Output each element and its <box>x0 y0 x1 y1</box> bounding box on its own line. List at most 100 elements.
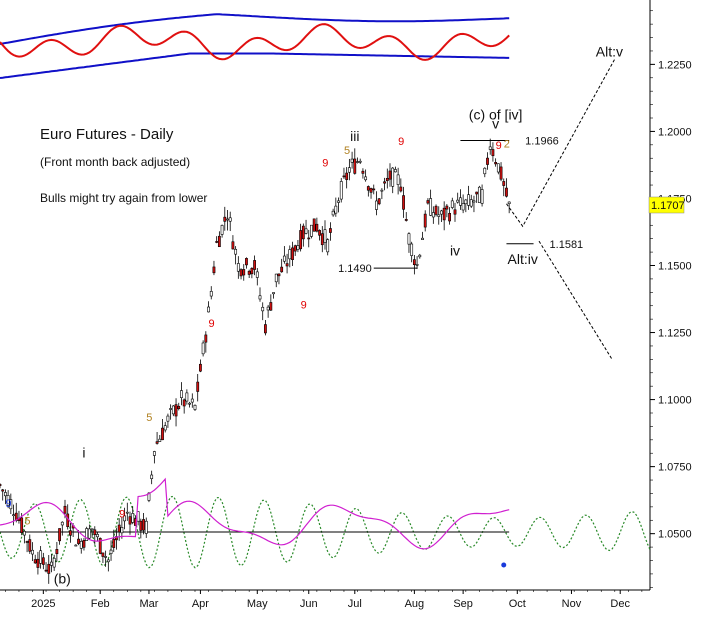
candle-body <box>377 198 381 205</box>
count-mark: 9 <box>119 509 125 521</box>
candle-body <box>491 149 495 157</box>
candle-body <box>182 399 186 407</box>
candle-body <box>477 186 481 203</box>
candle-body <box>106 559 110 563</box>
candle-body <box>383 181 386 184</box>
candle-body <box>31 549 34 555</box>
wave-label: (b) <box>54 570 71 586</box>
candle-body <box>123 515 126 522</box>
candle-body <box>258 295 262 300</box>
candle-body <box>350 158 354 163</box>
candle-body <box>507 201 511 205</box>
candle-body <box>353 158 357 174</box>
candle-body <box>404 219 408 221</box>
candle-body <box>0 484 2 486</box>
x-tick-label: Dec <box>610 598 630 610</box>
x-tick-label: Jun <box>300 598 318 610</box>
candle-body <box>285 263 289 267</box>
candle-body <box>193 404 197 410</box>
candle-body <box>28 539 32 552</box>
wave-label: iv <box>450 243 460 259</box>
candle-body <box>90 528 94 531</box>
candle-body <box>63 505 67 514</box>
candle-body <box>469 199 473 207</box>
candle-body <box>44 569 48 572</box>
y-tick-label: 1.2250 <box>658 59 692 71</box>
count-mark: 5 <box>146 412 152 424</box>
candle-body <box>310 224 313 237</box>
candle-body <box>475 191 479 195</box>
candle-body <box>418 254 422 258</box>
candle-body <box>212 266 216 274</box>
candle-body <box>58 528 61 542</box>
candle-body <box>345 172 349 180</box>
candle-body <box>169 408 173 410</box>
candle-body <box>453 209 457 215</box>
candle-body <box>117 524 121 533</box>
candle-body <box>464 199 468 205</box>
count-mark: 9 <box>301 299 307 311</box>
candle-body <box>486 157 489 165</box>
candle-body <box>264 324 267 334</box>
candle-body <box>450 200 454 208</box>
last-price-label: 1.1707 <box>651 200 685 212</box>
candle-body <box>410 243 414 256</box>
candle-body <box>358 160 362 163</box>
candle-body <box>201 342 205 355</box>
y-tick-label: 1.1250 <box>658 328 692 340</box>
candle-body <box>421 237 424 240</box>
candle-body <box>461 203 465 211</box>
candle-body <box>364 176 368 181</box>
candle-body <box>139 520 143 531</box>
candle-body <box>77 538 80 544</box>
candle-body <box>228 217 232 222</box>
axes: 1.22501.20001.17501.15001.12501.10001.07… <box>5 10 692 610</box>
candle-body <box>223 216 227 222</box>
candle-body <box>60 521 64 526</box>
x-tick-label: May <box>247 598 268 610</box>
candle-body <box>245 258 248 266</box>
candle-body <box>158 438 162 442</box>
candle-body <box>426 200 430 204</box>
candle-body <box>337 200 340 203</box>
candle-body <box>299 230 303 250</box>
candle-body <box>388 170 392 180</box>
oscillator-line <box>0 23 510 61</box>
level-label: 1.1490 <box>338 263 372 275</box>
projection-paths <box>506 58 616 360</box>
count-mark: 9 <box>209 318 215 330</box>
candle-body <box>4 492 7 497</box>
candle-body <box>496 163 500 173</box>
level-label: 1.1966 <box>525 136 559 148</box>
candle-body <box>171 405 175 415</box>
count-mark: 9 <box>322 157 328 169</box>
count-mark: 2 <box>504 139 510 151</box>
candle-body <box>442 207 446 221</box>
candle-body <box>6 495 10 506</box>
candle-body <box>402 195 405 210</box>
candle-body <box>209 291 213 297</box>
candle-body <box>480 189 484 204</box>
chart-note: Bulls might try again from lower <box>40 191 207 205</box>
candle-body <box>180 390 183 398</box>
candle-body <box>296 245 300 250</box>
wave-label: Alt:v <box>596 43 623 59</box>
candle-body <box>307 237 311 240</box>
candle-body <box>109 549 113 554</box>
x-tick-label: Feb <box>91 598 110 610</box>
candle-body <box>269 302 273 311</box>
candle-body <box>104 556 108 558</box>
candle-body <box>356 161 359 163</box>
candle-body <box>423 213 427 228</box>
candle-body <box>375 200 378 210</box>
candle-body <box>274 273 278 283</box>
candle-body <box>301 225 305 240</box>
candle-body <box>407 233 411 245</box>
candle-body <box>52 557 56 568</box>
candle-body <box>215 241 219 243</box>
candle-body <box>250 267 254 275</box>
candle-body <box>282 255 286 262</box>
candle-body <box>445 205 449 210</box>
candle-body <box>9 499 13 510</box>
candle-body <box>93 529 97 536</box>
